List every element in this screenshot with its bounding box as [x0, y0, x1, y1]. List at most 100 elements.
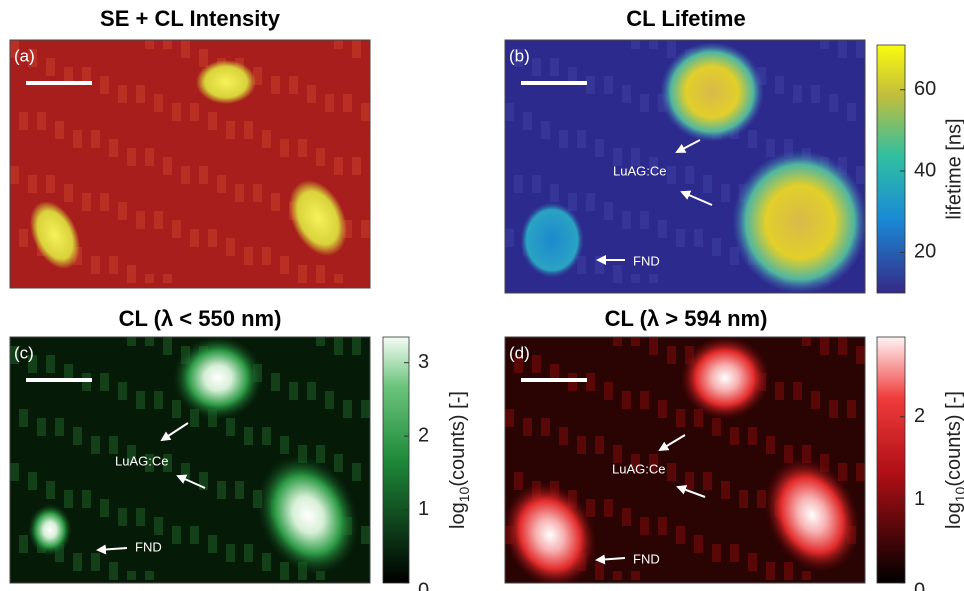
noise-pixel: [127, 157, 136, 166]
noise-pixel: [793, 85, 802, 94]
noise-pixel: [208, 121, 217, 130]
noise-pixel: [46, 490, 55, 499]
noise-pixel: [820, 454, 829, 463]
noise-pixel: [64, 364, 73, 373]
noise-pixel: [523, 418, 532, 427]
noise-pixel: [550, 58, 559, 67]
noise-pixel: [676, 238, 685, 247]
noise-pixel: [289, 85, 298, 94]
noise-pixel: [208, 238, 217, 247]
annotation: FND: [135, 539, 162, 554]
noise-pixel: [514, 184, 523, 193]
noise-pixel: [154, 220, 163, 229]
noise-pixel: [568, 67, 577, 76]
noise-pixel: [514, 364, 523, 373]
noise-pixel: [334, 274, 343, 283]
noise-pixel: [127, 274, 136, 283]
noise-pixel: [154, 517, 163, 526]
noise-pixel: [73, 427, 82, 436]
colorbar-tick-label: 0: [914, 579, 925, 591]
panel-title: CL Lifetime: [626, 6, 745, 31]
noise-pixel: [298, 139, 307, 148]
noise-pixel: [622, 85, 631, 94]
noise-pixel: [757, 490, 766, 499]
noise-pixel: [784, 139, 793, 148]
noise-pixel: [100, 508, 109, 517]
noise-pixel: [334, 463, 343, 472]
noise-pixel: [730, 544, 739, 553]
noise-pixel: [676, 418, 685, 427]
noise-pixel: [604, 391, 613, 400]
noise-pixel: [100, 499, 109, 508]
noise-pixel: [325, 391, 334, 400]
noise-pixel: [37, 121, 46, 130]
noise-pixel: [613, 265, 622, 274]
noise-pixel: [640, 94, 649, 103]
noise-pixel: [550, 184, 559, 193]
noise-pixel: [262, 247, 271, 256]
noise-pixel: [604, 85, 613, 94]
noise-pixel: [46, 364, 55, 373]
noise-pixel: [847, 103, 856, 112]
noise-pixel: [262, 130, 271, 139]
noise-pixel: [55, 130, 64, 139]
noise-pixel: [118, 508, 127, 517]
colorbar-tick-label: 2: [418, 424, 429, 446]
noise-pixel: [334, 166, 343, 175]
signal-region: [520, 202, 584, 278]
noise-pixel: [775, 85, 784, 94]
panel-title: SE + CL Intensity: [100, 6, 281, 31]
colorbar-tick-label: 1: [418, 498, 429, 520]
noise-pixel: [217, 481, 226, 490]
noise-pixel: [172, 526, 181, 535]
noise-pixel: [361, 229, 370, 238]
noise-pixel: [145, 157, 154, 166]
noise-pixel: [748, 427, 757, 436]
noise-pixel: [172, 220, 181, 229]
noise-pixel: [334, 40, 343, 49]
noise-pixel: [766, 139, 775, 148]
noise-pixel: [856, 40, 865, 49]
annotation: LuAG:Ce: [612, 461, 665, 476]
noise-pixel: [694, 229, 703, 238]
noise-pixel: [100, 382, 109, 391]
panel-title: CL (λ > 594 nm): [605, 306, 768, 331]
noise-pixel: [307, 85, 316, 94]
noise-pixel: [622, 211, 631, 220]
noise-pixel: [325, 94, 334, 103]
noise-pixel: [91, 130, 100, 139]
noise-pixel: [784, 454, 793, 463]
noise-pixel: [658, 229, 667, 238]
noise-pixel: [91, 562, 100, 571]
noise-pixel: [28, 481, 37, 490]
noise-pixel: [244, 553, 253, 562]
noise-pixel: [280, 148, 289, 157]
noise-pixel: [361, 400, 370, 409]
noise-pixel: [298, 274, 307, 283]
noise-pixel: [19, 238, 28, 247]
noise-pixel: [10, 175, 19, 184]
noise-pixel: [766, 445, 775, 454]
noise-pixel: [55, 121, 64, 130]
noise-pixel: [82, 202, 91, 211]
noise-pixel: [730, 427, 739, 436]
colorbar-tick-label: 3: [418, 351, 429, 373]
noise-pixel: [361, 526, 370, 535]
annotation: FND: [633, 551, 660, 566]
noise-pixel: [298, 445, 307, 454]
noise-pixel: [199, 49, 208, 58]
noise-pixel: [361, 103, 370, 112]
noise-pixel: [838, 337, 847, 346]
noise-pixel: [685, 346, 694, 355]
colorbar-label-rest: (counts) [-]: [447, 391, 469, 487]
colorbar-label-sub: 10: [952, 486, 964, 502]
noise-pixel: [586, 508, 595, 517]
noise-pixel: [73, 139, 82, 148]
noise-pixel: [577, 436, 586, 445]
noise-pixel: [154, 94, 163, 103]
noise-pixel: [145, 337, 154, 346]
noise-pixel: [703, 481, 712, 490]
noise-pixel: [136, 94, 145, 103]
noise-pixel: [631, 571, 640, 580]
noise-pixel: [550, 373, 559, 382]
